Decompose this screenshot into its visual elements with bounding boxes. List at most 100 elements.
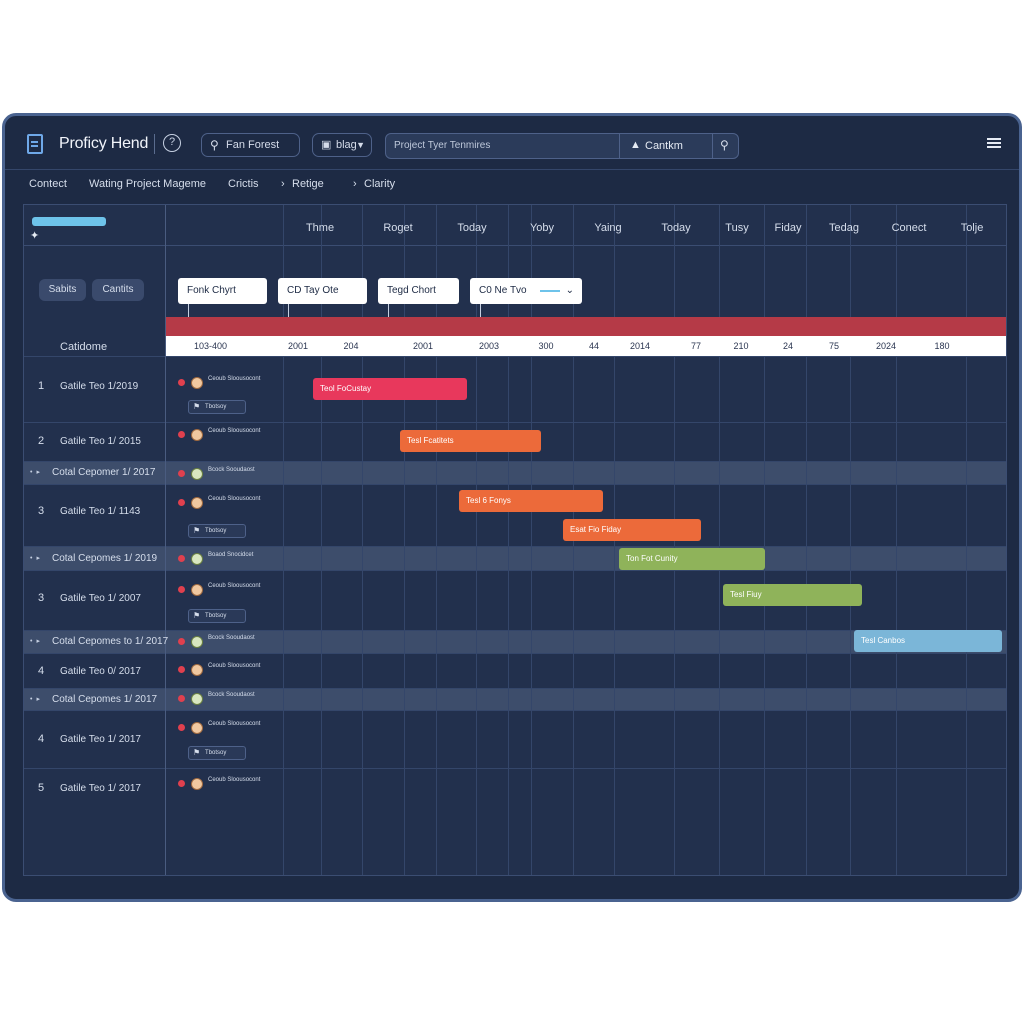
- filter-dropdown[interactable]: ▣ blag ▼: [312, 133, 372, 157]
- avatar[interactable]: [191, 553, 203, 565]
- column-header[interactable]: Tolje: [960, 222, 984, 234]
- expand-icon[interactable]: •▸: [30, 555, 44, 562]
- avatar[interactable]: [191, 468, 203, 480]
- status-dot: [178, 586, 185, 593]
- sparkle-icon[interactable]: ✦: [30, 230, 40, 242]
- group-row[interactable]: [24, 688, 1006, 710]
- status-dot: [178, 780, 185, 787]
- top-toolbar: Proficy Hend ? ⚲ Fan Forest ▣ blag ▼ Pro…: [5, 116, 1019, 170]
- task-bar[interactable]: Tesl Canbos: [854, 630, 1002, 652]
- group-row[interactable]: [24, 461, 1006, 484]
- column-header[interactable]: Thme: [305, 222, 335, 234]
- group-label[interactable]: Cotal Cepomer 1/ 2017: [52, 467, 156, 478]
- cantits-button[interactable]: Cantits: [92, 279, 144, 301]
- row-label[interactable]: Gatile Teo 1/ 1143: [60, 506, 141, 517]
- table-row[interactable]: [24, 484, 1006, 546]
- avatar[interactable]: [191, 778, 203, 790]
- avatar[interactable]: [191, 636, 203, 648]
- status-dot: [178, 555, 185, 562]
- breadcrumb-item[interactable]: Crictis: [228, 178, 259, 190]
- avatar[interactable]: [191, 584, 203, 596]
- tag-chip[interactable]: ⚑ Tbotsoy: [188, 609, 246, 623]
- column-header[interactable]: Yoby: [529, 222, 555, 234]
- breadcrumb-item[interactable]: Clarity: [364, 178, 396, 190]
- project-search-placeholder: Project Tyer Tenmires: [394, 140, 491, 151]
- avatar[interactable]: [191, 377, 203, 389]
- timeline-highlight-bar: [166, 317, 1006, 336]
- tag-chip[interactable]: ⚑ Tbotsoy: [188, 400, 246, 414]
- table-row[interactable]: [24, 356, 1006, 422]
- tag-label: Tbotsoy: [205, 750, 227, 756]
- status-dot: [178, 431, 185, 438]
- sabits-button[interactable]: Sabits: [39, 279, 86, 301]
- task-bar[interactable]: Tesl Fcatitets: [400, 430, 541, 452]
- table-row[interactable]: [24, 653, 1006, 688]
- column-header[interactable]: Tedag: [829, 222, 859, 234]
- chart-view-label: Tegd Chort: [387, 285, 436, 296]
- table-row[interactable]: [24, 422, 1006, 461]
- task-bar[interactable]: Ton Fot Cunity: [619, 548, 765, 570]
- group-row[interactable]: [24, 546, 1006, 570]
- avatar[interactable]: [191, 664, 203, 676]
- row-label[interactable]: Gatile Teo 1/2019: [60, 381, 139, 392]
- row-label[interactable]: Gatile Teo 0/ 2017: [60, 666, 141, 677]
- group-label[interactable]: Cotal Cepomes 1/ 2019: [52, 553, 158, 564]
- row-label[interactable]: Gatile Teo 1/ 2007: [60, 593, 141, 604]
- table-row[interactable]: [24, 710, 1006, 768]
- warning-icon: ▲: [630, 139, 641, 151]
- search-icon: ⚲: [210, 138, 219, 152]
- expand-icon[interactable]: •▸: [30, 638, 44, 645]
- row-label[interactable]: Gatile Teo 1/ 2015: [60, 436, 141, 447]
- task-bar[interactable]: Tesl 6 Fonys: [459, 490, 603, 512]
- task-bar[interactable]: Teol FoCustay: [313, 378, 467, 400]
- quick-search-button[interactable]: ⚲ Fan Forest: [201, 133, 300, 157]
- breadcrumb-item[interactable]: Retige: [292, 178, 324, 190]
- grid-line: [508, 205, 509, 875]
- group-row[interactable]: [24, 630, 1006, 653]
- avatar[interactable]: [191, 429, 203, 441]
- help-icon[interactable]: ?: [163, 134, 181, 152]
- caution-label[interactable]: Cantkm: [645, 140, 683, 152]
- row-label[interactable]: Gatile Teo 1/ 2017: [60, 734, 141, 745]
- tag-label: Tbotsoy: [205, 404, 227, 410]
- project-search-input[interactable]: Project Tyer Tenmires ▲ Cantkm ⚲: [385, 133, 739, 159]
- row-number: 5: [38, 782, 45, 794]
- breadcrumb-item[interactable]: Contect: [29, 178, 67, 190]
- table-row[interactable]: [24, 768, 1006, 875]
- chart-view-button[interactable]: CD Tay Ote: [278, 278, 367, 338]
- grid-line: [966, 205, 967, 875]
- column-header[interactable]: Today: [661, 222, 691, 234]
- expand-icon[interactable]: •▸: [30, 696, 44, 703]
- grid-line: [850, 205, 851, 875]
- expand-icon[interactable]: •▸: [30, 469, 44, 476]
- grid-line: [896, 205, 897, 875]
- row-label[interactable]: Gatile Teo 1/ 2017: [60, 783, 141, 794]
- task-bar[interactable]: Esat Fio Fiday: [563, 519, 701, 541]
- breadcrumb-item[interactable]: Wating Project Mageme: [89, 178, 206, 190]
- column-header[interactable]: Roget: [383, 222, 413, 234]
- date-tick: 2014: [629, 341, 651, 351]
- group-label[interactable]: Cotal Cepomes 1/ 2017: [52, 694, 158, 705]
- date-tick: 2001: [412, 341, 434, 351]
- search-icon[interactable]: ⚲: [720, 138, 729, 152]
- chart-view-dropdown[interactable]: C0 Ne Tvo ⌄: [470, 278, 582, 338]
- hamburger-icon[interactable]: [987, 138, 1001, 140]
- column-header[interactable]: Yaing: [594, 222, 622, 234]
- avatar[interactable]: [191, 693, 203, 705]
- column-header[interactable]: Fiday: [774, 222, 802, 234]
- column-header[interactable]: Conect: [891, 222, 927, 234]
- group-label[interactable]: Cotal Cepomes to 1/ 2017: [52, 636, 169, 647]
- avatar[interactable]: [191, 722, 203, 734]
- tag-chip[interactable]: ⚑ Tbotsoy: [188, 524, 246, 538]
- avatar[interactable]: [191, 497, 203, 509]
- chart-view-button[interactable]: Tegd Chort: [378, 278, 459, 338]
- chart-view-button[interactable]: Fonk Chyrt: [178, 278, 267, 338]
- column-header[interactable]: Today: [457, 222, 487, 234]
- column-header[interactable]: Tusy: [725, 222, 749, 234]
- row-number: 4: [38, 665, 45, 677]
- assignee-meta: Bcock Sooudaost: [208, 635, 255, 641]
- task-bar[interactable]: Tesl Fiuy: [723, 584, 862, 606]
- table-row[interactable]: [24, 570, 1006, 630]
- tag-icon: ⚑: [193, 526, 201, 535]
- tag-chip[interactable]: ⚑ Tbotsoy: [188, 746, 246, 760]
